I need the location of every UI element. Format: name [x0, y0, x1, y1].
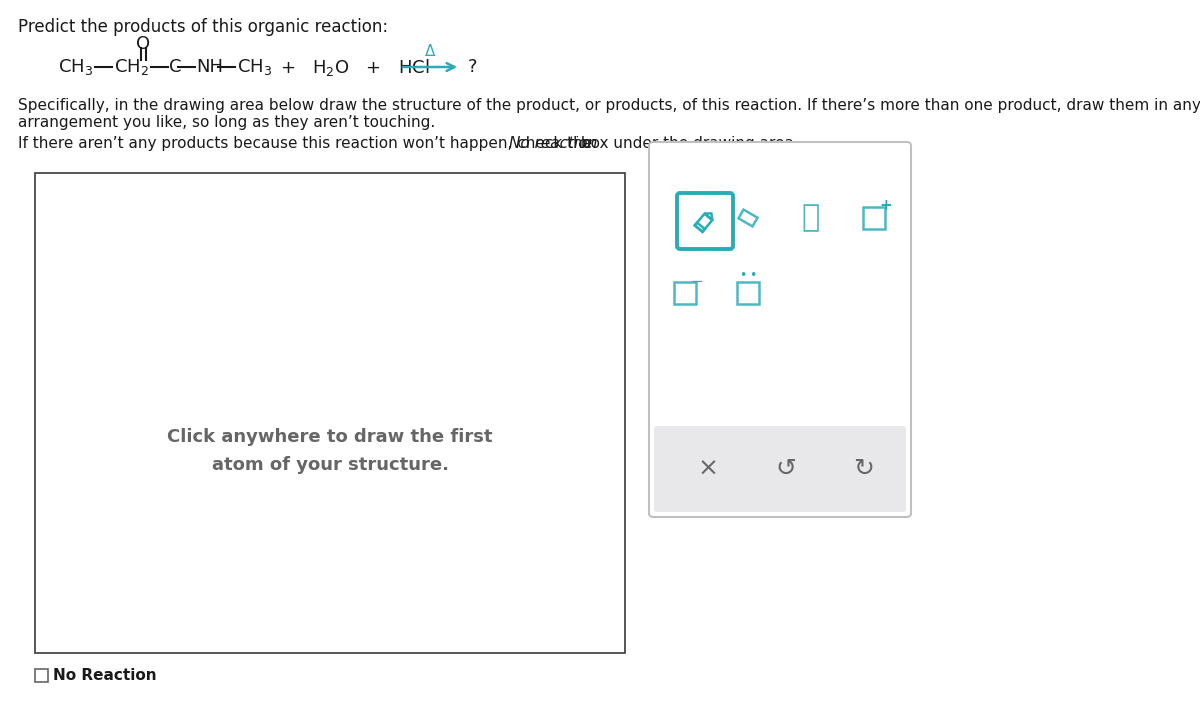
Text: +: + — [880, 198, 893, 214]
Bar — [35, 668, 48, 682]
Text: ↻: ↻ — [853, 457, 875, 481]
Text: C: C — [169, 58, 181, 76]
Text: ?: ? — [468, 58, 478, 76]
Bar — [737, 282, 760, 304]
FancyBboxPatch shape — [654, 426, 906, 512]
Bar — [863, 207, 886, 229]
Text: Click anywhere to draw the first
atom of your structure.: Click anywhere to draw the first atom of… — [167, 428, 493, 474]
Text: −: − — [691, 273, 703, 288]
Text: arrangement you like, so long as they aren’t touching.: arrangement you like, so long as they ar… — [18, 115, 436, 130]
Text: Δ: Δ — [425, 43, 436, 59]
Text: Predict the products of this organic reaction:: Predict the products of this organic rea… — [18, 18, 388, 36]
Text: box under the drawing area.: box under the drawing area. — [576, 136, 799, 151]
FancyBboxPatch shape — [649, 142, 911, 517]
Text: No Reaction: No Reaction — [53, 668, 157, 683]
Text: CH$_2$: CH$_2$ — [114, 57, 149, 77]
Text: •: • — [749, 270, 757, 282]
Text: ✋: ✋ — [802, 203, 820, 232]
Text: Specifically, in the drawing area below draw the structure of the product, or pr: Specifically, in the drawing area below … — [18, 98, 1200, 113]
Bar — [674, 282, 696, 304]
FancyBboxPatch shape — [677, 193, 733, 249]
Text: No reaction: No reaction — [509, 136, 598, 151]
Bar — [658, 429, 904, 509]
Text: O: O — [136, 35, 150, 53]
Text: +   H$_2$O   +   HCl: + H$_2$O + HCl — [280, 57, 430, 77]
Bar — [35, 173, 625, 653]
Text: ×: × — [697, 457, 719, 481]
Text: ↺: ↺ — [775, 457, 797, 481]
Text: •: • — [739, 270, 746, 282]
Text: If there aren’t any products because this reaction won’t happen, check the: If there aren’t any products because thi… — [18, 136, 598, 151]
Text: CH$_3$: CH$_3$ — [58, 57, 94, 77]
Text: NH: NH — [196, 58, 223, 76]
Text: CH$_3$: CH$_3$ — [238, 57, 272, 77]
